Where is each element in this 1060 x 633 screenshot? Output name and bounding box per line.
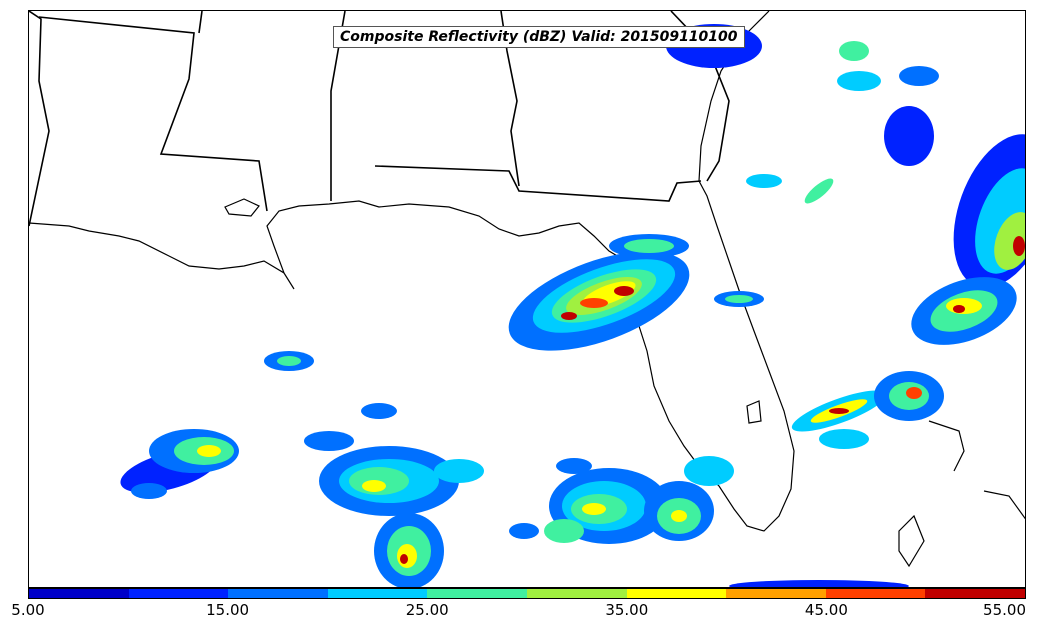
colorbar-tick-label: 55.00 xyxy=(983,601,1026,619)
map-canvas xyxy=(29,11,1025,587)
alabama-florida-border xyxy=(374,165,702,202)
colorbar-tick-label: 15.00 xyxy=(206,601,250,619)
colorbar-segment xyxy=(427,589,527,598)
map-title: Composite Reflectivity (dBZ) Valid: 2015… xyxy=(333,26,745,48)
colorbar-segment xyxy=(925,589,1025,598)
colorbar-tick-label: 45.00 xyxy=(804,601,848,619)
colorbar-segment xyxy=(128,589,229,598)
colorbar-segment xyxy=(825,589,926,598)
colorbar-segment xyxy=(526,589,627,598)
colorbar-segment xyxy=(29,589,129,598)
radar-echoes xyxy=(120,24,1025,587)
colorbar-tick-label: 35.00 xyxy=(605,601,649,619)
colorbar-segment xyxy=(327,589,428,598)
colorbar-segment xyxy=(626,589,727,598)
colorbar-segment xyxy=(726,589,826,598)
colorbar xyxy=(28,588,1026,599)
colorbar-tick-label: 25.00 xyxy=(405,601,449,619)
louisiana-mississippi-border xyxy=(38,16,268,212)
radar-map: Composite Reflectivity (dBZ) Valid: 2015… xyxy=(28,10,1026,588)
arkansas-louisiana-border xyxy=(29,11,50,227)
colorbar-tick-label: 5.00 xyxy=(11,601,45,619)
mississippi-alabama-border xyxy=(198,11,203,34)
colorbar-segment xyxy=(228,589,328,598)
